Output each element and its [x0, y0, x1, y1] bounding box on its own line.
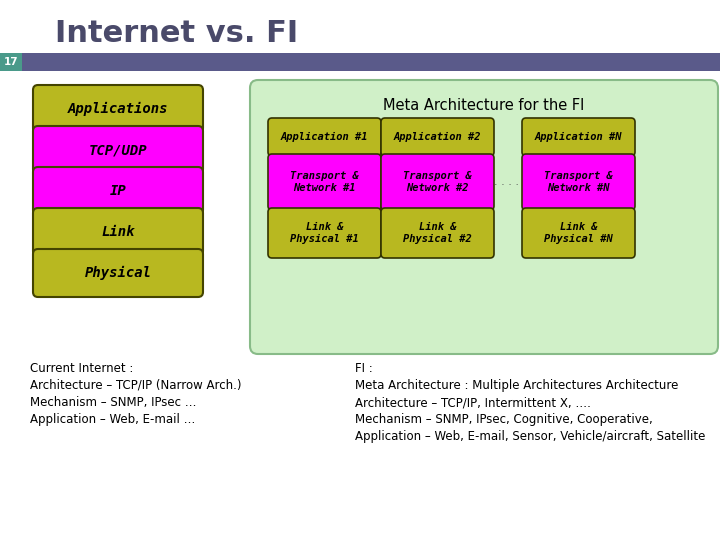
Bar — [0, 53, 22, 71]
Text: Application – Web, E-mail …: Application – Web, E-mail … — [30, 413, 195, 426]
FancyBboxPatch shape — [250, 80, 718, 354]
FancyBboxPatch shape — [522, 118, 635, 156]
Text: Link &
Physical #1: Link & Physical #1 — [290, 222, 359, 244]
Text: FI :: FI : — [355, 362, 373, 375]
Text: Transport &
Network #1: Transport & Network #1 — [290, 171, 359, 193]
Text: Link: Link — [102, 225, 135, 239]
FancyBboxPatch shape — [522, 208, 635, 258]
Text: Transport &
Network #N: Transport & Network #N — [544, 171, 613, 193]
Bar — [22, 53, 720, 71]
Text: Application #1: Application #1 — [281, 132, 368, 142]
FancyBboxPatch shape — [268, 208, 381, 258]
FancyBboxPatch shape — [381, 154, 494, 210]
Text: TCP/UDP: TCP/UDP — [89, 143, 148, 157]
Text: Internet vs. FI: Internet vs. FI — [55, 18, 298, 48]
Text: Link &
Physical #2: Link & Physical #2 — [403, 222, 472, 244]
Text: Application #2: Application #2 — [394, 132, 481, 142]
FancyBboxPatch shape — [268, 154, 381, 210]
FancyBboxPatch shape — [33, 208, 203, 256]
Text: Application #N: Application #N — [535, 132, 622, 142]
Text: Architecture – TCP/IP, Intermittent X, ….: Architecture – TCP/IP, Intermittent X, …… — [355, 396, 591, 409]
Text: Architecture – TCP/IP (Narrow Arch.): Architecture – TCP/IP (Narrow Arch.) — [30, 379, 241, 392]
FancyBboxPatch shape — [33, 249, 203, 297]
FancyBboxPatch shape — [33, 85, 203, 133]
FancyBboxPatch shape — [381, 208, 494, 258]
Text: . . . .: . . . . — [493, 177, 518, 187]
Text: Physical: Physical — [84, 266, 151, 280]
Text: Mechanism – SNMP, IPsec …: Mechanism – SNMP, IPsec … — [30, 396, 197, 409]
Text: Meta Architecture : Multiple Architectures Architecture: Meta Architecture : Multiple Architectur… — [355, 379, 678, 392]
Text: Mechanism – SNMP, IPsec, Cognitive, Cooperative,: Mechanism – SNMP, IPsec, Cognitive, Coop… — [355, 413, 653, 426]
Text: 17: 17 — [4, 57, 18, 67]
Text: Current Internet :: Current Internet : — [30, 362, 133, 375]
FancyBboxPatch shape — [33, 126, 203, 174]
FancyBboxPatch shape — [522, 154, 635, 210]
Text: Applications: Applications — [68, 102, 168, 116]
Text: Link &
Physical #N: Link & Physical #N — [544, 222, 613, 244]
Text: Transport &
Network #2: Transport & Network #2 — [403, 171, 472, 193]
Text: IP: IP — [109, 184, 127, 198]
Text: Application – Web, E-mail, Sensor, Vehicle/aircraft, Satellite: Application – Web, E-mail, Sensor, Vehic… — [355, 430, 706, 443]
FancyBboxPatch shape — [381, 118, 494, 156]
FancyBboxPatch shape — [33, 167, 203, 215]
FancyBboxPatch shape — [268, 118, 381, 156]
Text: Meta Architecture for the FI: Meta Architecture for the FI — [383, 98, 585, 113]
